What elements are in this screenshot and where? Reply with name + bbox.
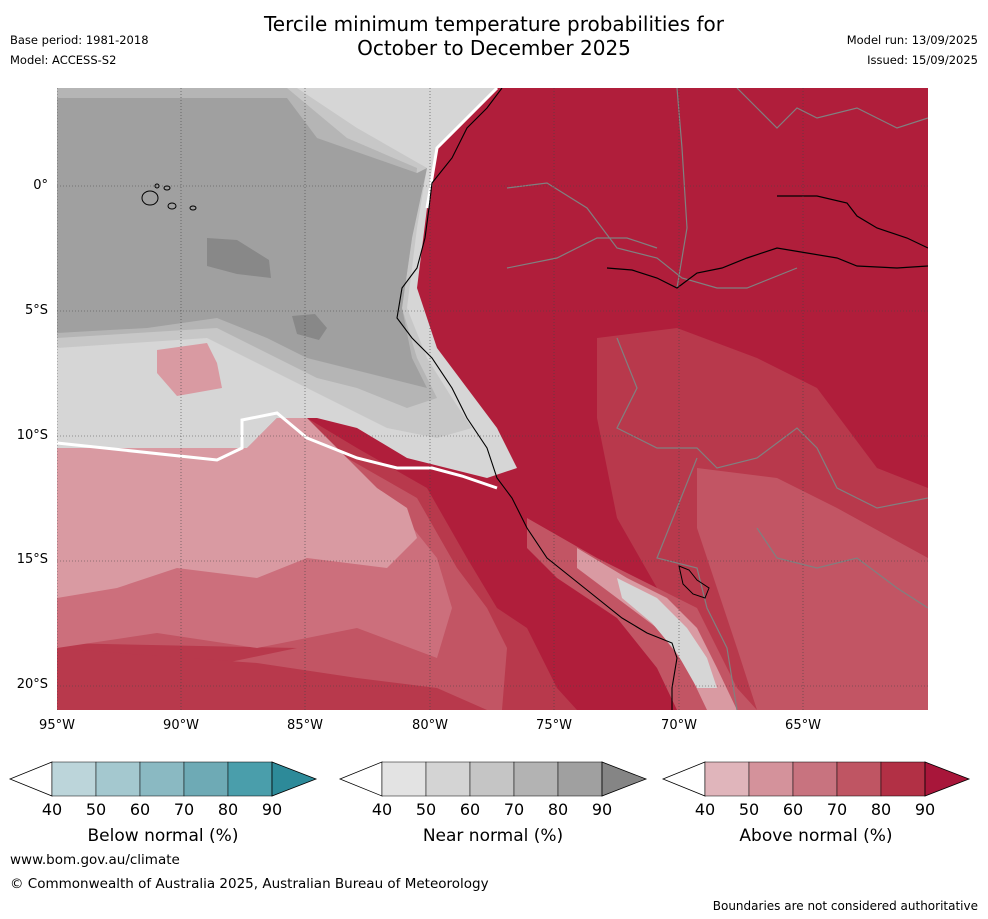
lon-tick-70w: 70°W [661, 718, 697, 733]
colorbar-segment [381, 761, 427, 797]
base-period: Base period: 1981-2018 [10, 33, 149, 47]
colorbar-tick-label: 70 [173, 800, 195, 819]
colorbar-tick-label: 50 [738, 800, 760, 819]
colorbar-segment [792, 761, 838, 797]
region-dark-grey-blob-1 [207, 238, 271, 278]
colorbar-tick-label: 80 [547, 800, 569, 819]
meta-right: Model run: 13/09/2025 Issued: 15/09/2025 [847, 30, 978, 70]
region-grey-60-altiplano [617, 578, 717, 688]
chart-title-line1: Tercile minimum temperature probabilitie… [263, 12, 725, 36]
lon-tick-95w: 95°W [39, 718, 75, 733]
colorbar-below-svg [8, 761, 318, 797]
lat-tick-10s: 10°S [16, 428, 48, 443]
colorbar-label-below: Below normal (%) [87, 826, 239, 846]
colorbar-tick-label: 90 [914, 800, 936, 819]
colorbar-segment [425, 761, 471, 797]
colorbar-segment [748, 761, 794, 797]
colorbar-segment [836, 761, 882, 797]
lat-tick-5s: 5°S [24, 303, 48, 318]
issued-date: Issued: 15/09/2025 [867, 53, 978, 67]
colorbar-tick-label: 40 [694, 800, 716, 819]
disclaimer: Boundaries are not considered authoritat… [712, 899, 978, 913]
contour-white-boundary [57, 88, 499, 490]
chart-title-line2: October to December 2025 [357, 36, 631, 60]
colorbar-segment [513, 761, 559, 797]
probability-map [57, 88, 928, 710]
galapagos-islands [141, 183, 197, 211]
model-run: Model run: 13/09/2025 [846, 33, 978, 47]
colorbar-tick-label: 70 [826, 800, 848, 819]
country-borders [506, 88, 928, 710]
lat-tick-20s: 20°S [16, 677, 48, 692]
model-name: Model: ACCESS-S2 [10, 53, 117, 67]
colorbar-segment [880, 761, 926, 797]
colorbar-segment [95, 761, 141, 797]
lon-tick-85w: 85°W [287, 718, 323, 733]
colorbar-segment [271, 761, 318, 797]
colorbar-segment [183, 761, 229, 797]
website-link[interactable]: www.bom.gov.au/climate [10, 852, 180, 868]
region-dark-grey-blob-2 [292, 314, 327, 340]
coastline [396, 88, 678, 710]
lake-titicaca [678, 565, 710, 599]
colorbar-tick-label: 80 [870, 800, 892, 819]
lon-tick-80w: 80°W [412, 718, 448, 733]
map-svg [57, 88, 928, 710]
colorbar-label-near: Near normal (%) [422, 826, 564, 846]
colorbar-label-above: Above normal (%) [739, 826, 893, 846]
colorbar-segment [661, 761, 706, 797]
region-grey-90-ocean [57, 98, 427, 388]
colorbar-segment [704, 761, 750, 797]
copyright: © Commonwealth of Australia 2025, Austra… [10, 876, 489, 892]
lon-tick-65w: 65°W [785, 718, 821, 733]
colorbar-segment [469, 761, 515, 797]
colorbar-segment [139, 761, 185, 797]
colorbar-tick-label: 60 [459, 800, 481, 819]
colorbar-segment [601, 761, 648, 797]
region-pink-50-blob [157, 343, 222, 396]
colorbar-tick-label: 70 [503, 800, 525, 819]
colorbar-segment [338, 761, 383, 797]
colorbar-above-normal [661, 760, 973, 804]
lon-tick-90w: 90°W [163, 718, 199, 733]
colorbar-below-normal [8, 760, 320, 804]
colorbar-near-normal [338, 760, 650, 804]
map-gridlines [57, 88, 928, 710]
colorbar-segment [8, 761, 53, 797]
meta-left: Base period: 1981-2018 Model: ACCESS-S2 [10, 30, 149, 70]
region-red-80-sw-corner [57, 648, 487, 710]
colorbar-above-svg [661, 761, 971, 797]
colorbar-tick-label: 90 [261, 800, 283, 819]
amazon-river [606, 195, 928, 289]
colorbar-tick-label: 40 [371, 800, 393, 819]
colorbar-tick-label: 80 [217, 800, 239, 819]
colorbar-tick-label: 40 [41, 800, 63, 819]
colorbar-tick-label: 50 [415, 800, 437, 819]
lat-tick-0: 0° [33, 178, 48, 193]
colorbar-segment [924, 761, 971, 797]
colorbar-segment [557, 761, 603, 797]
colorbar-segment [51, 761, 97, 797]
region-red-70-east [697, 468, 928, 710]
chart-title: Tercile minimum temperature probabilitie… [0, 12, 988, 60]
colorbar-tick-label: 90 [591, 800, 613, 819]
region-pink-50-south [57, 408, 417, 598]
colorbar-tick-label: 60 [782, 800, 804, 819]
lat-tick-15s: 15°S [16, 552, 48, 567]
colorbar-near-svg [338, 761, 648, 797]
colorbar-tick-label: 60 [129, 800, 151, 819]
lon-tick-75w: 75°W [536, 718, 572, 733]
colorbar-tick-label: 50 [85, 800, 107, 819]
colorbar-segment [227, 761, 273, 797]
